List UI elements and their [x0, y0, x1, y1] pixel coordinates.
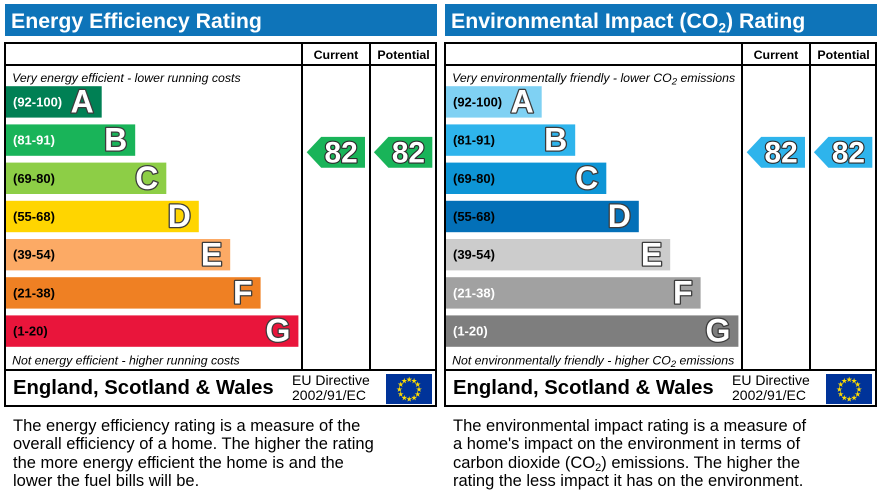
- svg-text:D: D: [168, 198, 191, 234]
- svg-text:(55-68): (55-68): [453, 209, 495, 224]
- svg-text:Very environmentally friendly: Very environmentally friendly - lower CO…: [452, 71, 735, 87]
- svg-text:G: G: [706, 312, 731, 348]
- svg-text:E: E: [201, 236, 222, 272]
- svg-text:B: B: [544, 121, 567, 157]
- svg-text:82: 82: [392, 136, 425, 169]
- svg-text:(92-100): (92-100): [453, 94, 502, 109]
- svg-text:A: A: [511, 83, 534, 119]
- svg-text:E: E: [641, 236, 662, 272]
- svg-text:Very energy efficient - lower: Very energy efficient - lower running co…: [12, 71, 241, 85]
- svg-text:(39-54): (39-54): [453, 247, 495, 262]
- svg-text:A: A: [71, 83, 94, 119]
- svg-text:B: B: [104, 121, 127, 157]
- svg-text:C: C: [135, 159, 158, 195]
- svg-text:F: F: [673, 274, 693, 310]
- svg-text:G: G: [266, 312, 291, 348]
- svg-text:(69-80): (69-80): [13, 170, 55, 185]
- svg-text:Not energy efficient - higher: Not energy efficient - higher running co…: [12, 353, 240, 367]
- svg-text:(69-80): (69-80): [453, 170, 495, 185]
- svg-text:(81-91): (81-91): [13, 132, 55, 147]
- svg-text:(55-68): (55-68): [13, 209, 55, 224]
- svg-text:(81-91): (81-91): [453, 132, 495, 147]
- svg-text:82: 82: [765, 136, 798, 169]
- svg-text:(21-38): (21-38): [453, 285, 495, 300]
- svg-text:Not environmentally friendly -: Not environmentally friendly - higher CO…: [452, 353, 734, 369]
- svg-text:(1-20): (1-20): [13, 323, 48, 338]
- svg-text:(39-54): (39-54): [13, 247, 55, 262]
- svg-text:D: D: [608, 198, 631, 234]
- svg-text:C: C: [575, 159, 598, 195]
- svg-text:82: 82: [832, 136, 865, 169]
- svg-text:(21-38): (21-38): [13, 285, 55, 300]
- svg-text:F: F: [233, 274, 253, 310]
- svg-text:82: 82: [325, 136, 358, 169]
- svg-text:(1-20): (1-20): [453, 323, 488, 338]
- svg-text:(92-100): (92-100): [13, 94, 62, 109]
